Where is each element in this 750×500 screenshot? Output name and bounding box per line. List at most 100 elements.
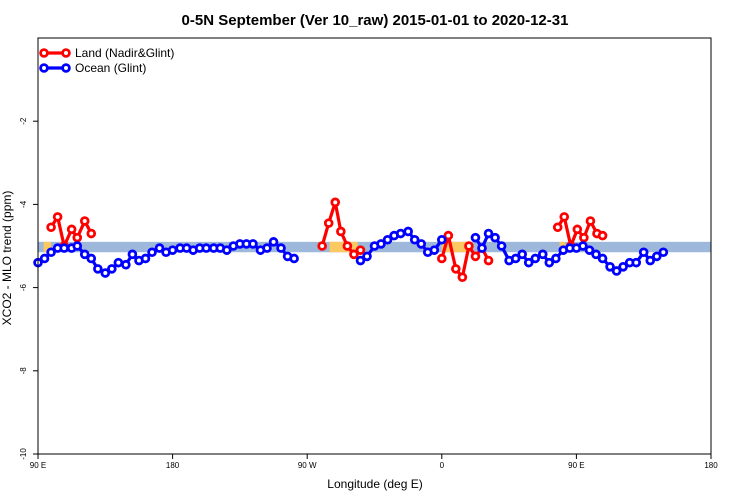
y-tick-label: -6	[19, 283, 28, 291]
data-point	[409, 234, 420, 245]
data-point	[395, 228, 406, 239]
data-point	[483, 228, 494, 239]
data-point	[140, 253, 151, 264]
data-point	[605, 261, 615, 272]
data-point	[443, 230, 454, 241]
data-point	[597, 253, 608, 264]
data-point	[46, 222, 56, 233]
x-axis-label: Longitude (deg E)	[327, 477, 422, 491]
legend-marker	[61, 63, 71, 73]
data-point	[537, 249, 548, 260]
data-point	[470, 251, 481, 262]
series-ocean	[33, 226, 669, 278]
data-point	[382, 234, 393, 245]
data-point	[584, 245, 595, 255]
data-point	[330, 197, 341, 208]
data-point	[127, 249, 138, 260]
data-point	[355, 255, 366, 266]
data-point	[362, 251, 372, 262]
data-point	[544, 257, 555, 268]
data-point	[86, 253, 97, 264]
data-point	[268, 237, 279, 247]
chart-title: 0-5N September (Ver 10_raw) 2015-01-01 t…	[182, 12, 569, 29]
data-point	[457, 272, 468, 283]
data-point	[591, 249, 601, 260]
legend-label: Ocean (Glint)	[75, 61, 146, 75]
data-point	[167, 245, 178, 255]
legend-marker	[61, 48, 71, 58]
y-tick-label: -4	[19, 200, 28, 208]
data-point	[39, 253, 50, 264]
x-tick-label: 90 E	[568, 461, 584, 470]
band-highlight-0	[43, 241, 52, 253]
data-point	[46, 247, 56, 258]
legend: Land (Nadir&Glint)Ocean (Glint)	[39, 46, 174, 75]
plot-frame	[37, 37, 712, 455]
data-point	[611, 266, 622, 276]
data-point	[59, 243, 69, 253]
data-point	[651, 251, 662, 262]
data-point	[645, 255, 656, 266]
data-point	[93, 264, 103, 274]
data-point	[523, 257, 534, 268]
data-point	[451, 264, 461, 274]
data-point	[483, 255, 494, 266]
data-point	[496, 241, 507, 251]
data-point	[289, 253, 299, 264]
data-point	[147, 247, 157, 258]
data-point	[222, 245, 232, 255]
data-point	[113, 257, 124, 268]
data-point	[517, 249, 527, 260]
data-point	[248, 239, 258, 249]
x-tick-label: 180	[704, 461, 718, 470]
data-point	[551, 253, 561, 264]
data-point	[658, 247, 669, 258]
data-point	[107, 264, 117, 274]
data-point	[72, 241, 83, 251]
data-point	[638, 247, 649, 258]
data-point	[154, 243, 165, 253]
data-point	[79, 216, 90, 226]
x-tick-label: 180	[166, 461, 180, 470]
data-point	[510, 253, 521, 264]
data-point	[349, 249, 359, 260]
data-point	[631, 257, 642, 268]
y-tick-label: -2	[19, 117, 28, 125]
data-point	[429, 245, 440, 255]
data-point	[579, 232, 589, 243]
data-point	[66, 224, 77, 235]
data-point	[201, 243, 212, 253]
data-point	[86, 228, 97, 239]
data-point	[403, 226, 413, 237]
data-point	[436, 234, 447, 245]
y-tick-label: -10	[19, 448, 28, 460]
series-layer	[33, 197, 669, 283]
data-point	[52, 212, 63, 222]
data-point	[618, 261, 628, 272]
data-point	[559, 212, 570, 222]
data-point	[276, 243, 286, 253]
data-point	[100, 268, 111, 278]
legend-marker	[39, 63, 49, 73]
data-point	[572, 224, 583, 235]
data-point	[121, 259, 131, 270]
x-tick-label: 90 E	[30, 461, 46, 470]
data-point	[376, 239, 386, 249]
data-point	[477, 243, 487, 253]
data-point	[470, 232, 481, 243]
data-point	[79, 249, 90, 260]
x-tick-label: 90 W	[298, 461, 317, 470]
data-point	[530, 253, 541, 264]
data-point	[342, 241, 353, 251]
data-point	[355, 245, 366, 255]
data-point	[336, 226, 346, 237]
legend-marker	[39, 48, 49, 58]
y-axis-label: XCO2 - MLO trend (ppm)	[0, 191, 14, 326]
data-point	[436, 253, 447, 264]
legend-label: Land (Nadir&Glint)	[75, 46, 174, 60]
data-point	[72, 232, 83, 243]
axes-layer: 90 E 180 90 W 0 90 E 180 -10 -8 -6 -4 -2	[19, 37, 718, 470]
data-point	[552, 222, 563, 233]
data-point	[317, 241, 327, 251]
y-tick-label: -8	[19, 367, 28, 375]
